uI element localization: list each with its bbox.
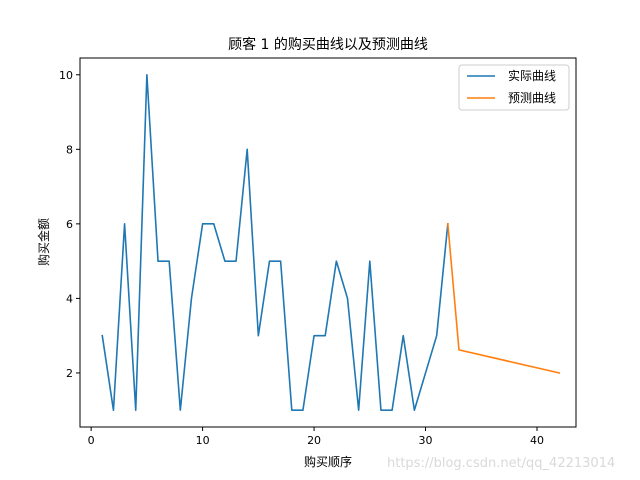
chart-title: 顾客 1 的购买曲线以及预测曲线 bbox=[228, 36, 428, 53]
y-tick-label: 8 bbox=[66, 143, 73, 156]
y-tick-label: 4 bbox=[66, 292, 73, 305]
watermark-text: https://blog.csdn.net/qq_42213014 bbox=[387, 456, 615, 471]
y-tick-label: 2 bbox=[66, 367, 73, 380]
legend-label-actual: 实际曲线 bbox=[508, 68, 556, 83]
x-tick-label: 40 bbox=[530, 434, 544, 447]
actual-curve-line bbox=[101, 73, 449, 412]
x-tick-label: 30 bbox=[419, 434, 433, 447]
x-axis-label: 购买顺序 bbox=[304, 454, 352, 469]
y-axis-label: 购买金额 bbox=[36, 218, 51, 266]
legend: 实际曲线 预测曲线 bbox=[458, 64, 570, 111]
legend-label-predicted: 预测曲线 bbox=[508, 91, 556, 105]
x-tick-label: 20 bbox=[307, 434, 321, 447]
x-tick-label: 10 bbox=[196, 434, 210, 447]
series-layer bbox=[101, 73, 561, 412]
y-tick-label: 6 bbox=[66, 218, 73, 231]
plot-area-frame bbox=[79, 57, 577, 428]
ticks-layer: 0 10 20 30 40 2 4 6 8 10 bbox=[59, 69, 544, 447]
predicted-curve-line bbox=[446, 222, 561, 374]
y-tick-label: 10 bbox=[59, 69, 73, 82]
x-tick-label: 0 bbox=[88, 434, 95, 447]
